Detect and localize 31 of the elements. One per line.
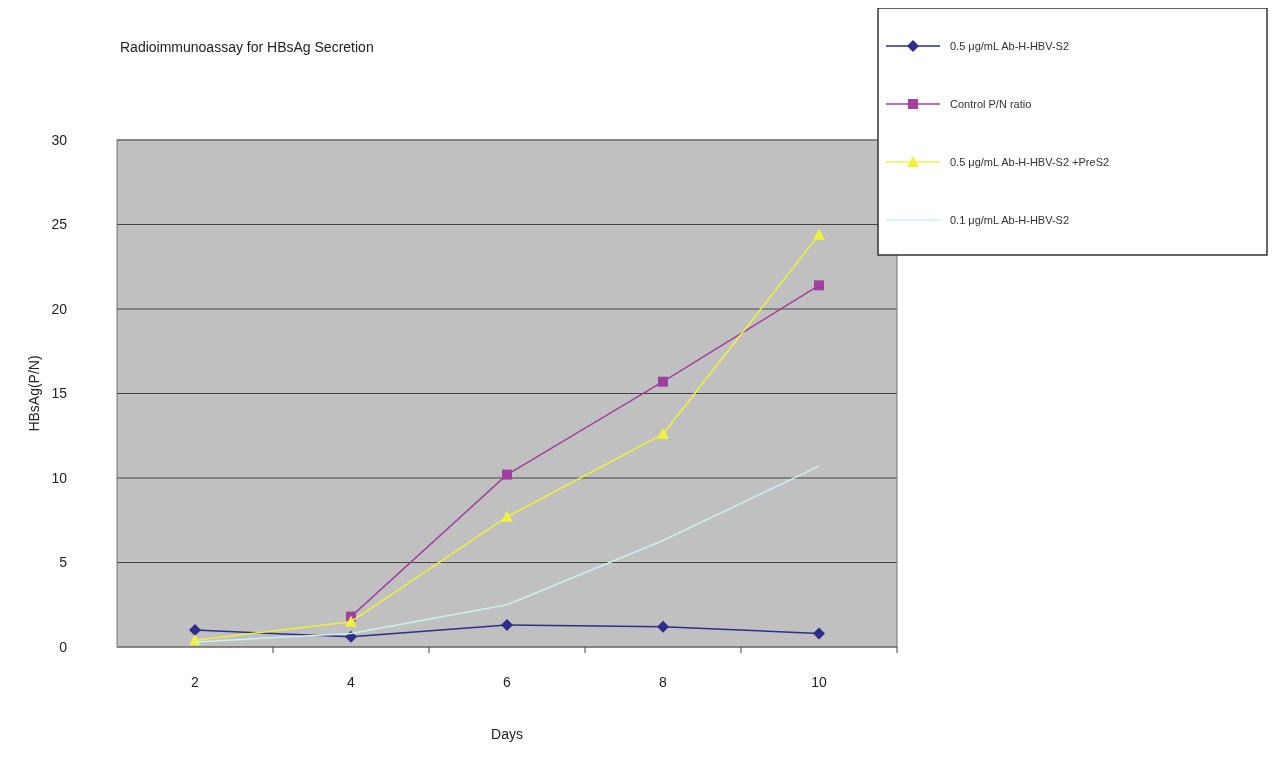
x-tick-label: 8 [659,674,668,690]
point [814,280,824,291]
y-tick-label: 10 [51,469,68,486]
point [501,510,513,522]
x-axis-title: Days [491,726,523,742]
legend-label: Control P/N ratio [950,97,1032,110]
point [657,428,669,440]
x-tick-label: 10 [811,674,827,690]
y-tick-label: 25 [51,216,68,233]
point [813,228,825,240]
point [345,615,357,627]
point [345,630,357,643]
x-tick-label: 2 [191,674,200,690]
legend-label: 0.1 μg/mL Ab-H-HBV-S2 [950,213,1070,226]
point [658,376,668,387]
point [501,619,513,632]
y-tick-label: 20 [51,300,68,317]
point [189,624,201,637]
point [502,469,512,480]
y-tick-label: 15 [51,385,68,402]
y-tick-label: 5 [59,554,68,571]
x-tick-label: 4 [347,674,356,690]
point [657,620,669,633]
chart-title: Radioimmunoassay for HBsAg Secretion [120,39,374,55]
legend-label: 0.5 μg/mL Ab-H-HBV-S2 +PreS2 [950,155,1110,168]
legend-label: 0.5 μg/mL Ab-H-HBV-S2 [950,39,1070,52]
point [813,627,825,640]
y-tick-label: 30 [51,131,68,148]
y-axis-title: HBsAg(P/N) [26,355,42,432]
y-tick-label: 0 [59,638,68,655]
x-tick-label: 6 [503,674,512,690]
